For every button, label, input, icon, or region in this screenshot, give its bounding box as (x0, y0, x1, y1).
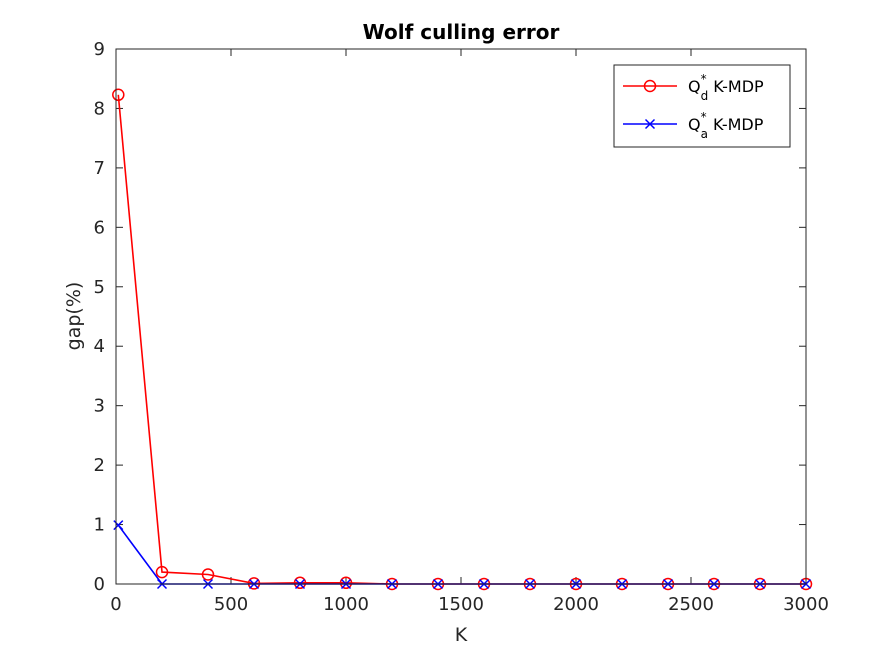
x-axis-label: K (455, 624, 468, 646)
x-tick-label-4: 2000 (553, 594, 599, 615)
series-0-point-0 (112, 88, 125, 102)
y-tick-label-0: 0 (94, 574, 105, 595)
series-0-point-2 (201, 568, 215, 581)
y-tick-label-6: 6 (94, 217, 105, 238)
legend-marker-1 (644, 118, 656, 130)
legend: Q* d K-MDP Q* a K-MDP (613, 64, 791, 148)
x-tick-label-6: 3000 (783, 594, 829, 615)
series-0-point-5 (339, 576, 353, 590)
y-tick-label-8: 8 (94, 98, 105, 119)
y-tick-label-4: 4 (94, 336, 105, 357)
plot-frame (115, 48, 807, 585)
y-tick-label-1: 1 (94, 515, 105, 536)
x-tick-label-5: 2500 (668, 594, 714, 615)
y-tick-label-7: 7 (94, 158, 105, 179)
legend-marker-0 (643, 79, 657, 93)
x-tick-label-2: 1000 (323, 594, 369, 615)
chart-title: Wolf culling error (363, 20, 560, 44)
legend-entry-1: Q* a K-MDP (623, 110, 764, 141)
legend-label-0: Q* d K-MDP (688, 72, 764, 103)
tick-labels: 0 500 1000 1500 2000 2500 3000 0 1 2 3 4 5 6 7 8 9 (94, 39, 829, 615)
series-1-point-0 (113, 520, 124, 531)
legend-entry-0: Q* d K-MDP (623, 72, 764, 103)
y-tick-label-5: 5 (94, 277, 105, 298)
x-tick-label-1: 500 (214, 594, 248, 615)
legend-label-1: Q* a K-MDP (688, 110, 764, 141)
legend-box (613, 64, 791, 148)
y-tick-label-2: 2 (94, 455, 105, 476)
y-tick-label-3: 3 (94, 396, 105, 417)
series-0-point-4 (293, 576, 307, 590)
y-tick-label-9: 9 (94, 39, 105, 60)
x-tick-label-0: 0 (110, 594, 121, 615)
y-axis-label: gap(%) (63, 282, 85, 351)
series-0-point-1 (155, 565, 169, 579)
x-tick-label-3: 1500 (438, 594, 484, 615)
